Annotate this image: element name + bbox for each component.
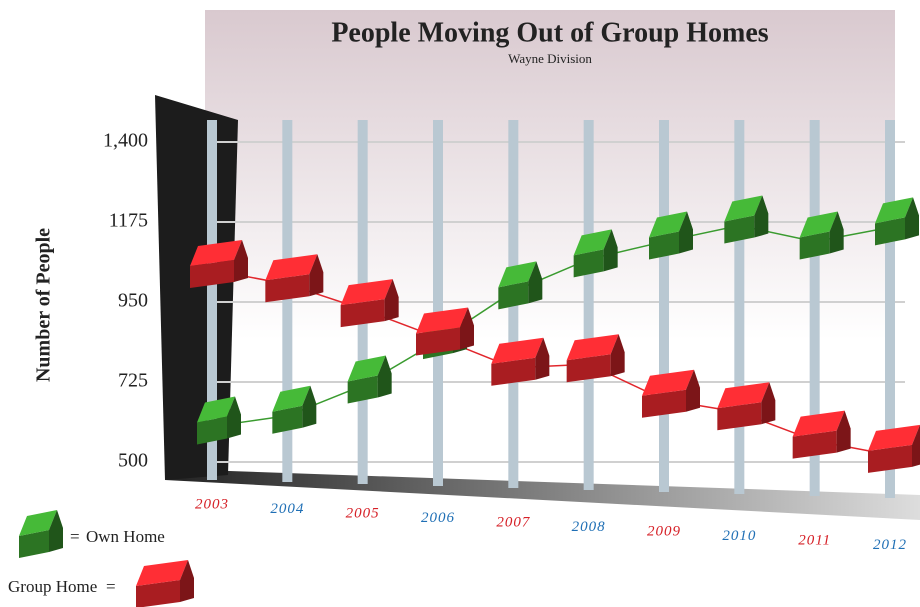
chart-subtitle: Wayne Division	[508, 51, 592, 66]
x-tick-label: 2011	[798, 532, 831, 548]
y-axis-label: Number of People	[33, 228, 55, 382]
y-tick-label: 950	[118, 290, 148, 312]
x-tick-label: 2010	[722, 528, 756, 544]
legend-swatch	[19, 510, 63, 558]
chart-title: People Moving Out of Group Homes	[331, 17, 768, 48]
house-marker	[272, 386, 316, 434]
legend: = Own Home Group Home =	[8, 510, 194, 607]
legend-equals: =	[106, 577, 116, 596]
legend-swatch	[136, 560, 194, 607]
chart: People Moving Out of Group Homes Wayne D…	[0, 0, 920, 607]
pole	[433, 120, 443, 486]
legend-equals: =	[70, 527, 80, 546]
x-tick-label: 2003	[195, 496, 229, 512]
x-tick-label: 2012	[873, 537, 907, 553]
house-marker	[491, 338, 549, 386]
y-tick-label: 1175	[109, 210, 148, 232]
legend-label: Group Home	[8, 577, 97, 596]
pole	[584, 120, 594, 490]
pole	[659, 120, 669, 492]
house-marker	[642, 370, 700, 418]
x-tick-label: 2008	[572, 519, 606, 535]
x-tick-label: 2009	[647, 523, 681, 539]
y-tick-label: 1,400	[103, 130, 148, 152]
legend-label: Own Home	[86, 527, 165, 546]
x-tick-label: 2005	[346, 505, 380, 521]
house-marker	[348, 356, 392, 404]
y-tick-label: 725	[118, 370, 148, 392]
pole	[734, 120, 744, 494]
x-tick-label: 2004	[270, 501, 304, 517]
house-marker	[793, 411, 851, 459]
house-marker	[868, 425, 920, 473]
house-marker	[567, 334, 625, 382]
x-tick-label: 2007	[496, 514, 531, 530]
x-tick-label: 2006	[421, 510, 455, 526]
y-tick-label: 500	[118, 450, 148, 472]
